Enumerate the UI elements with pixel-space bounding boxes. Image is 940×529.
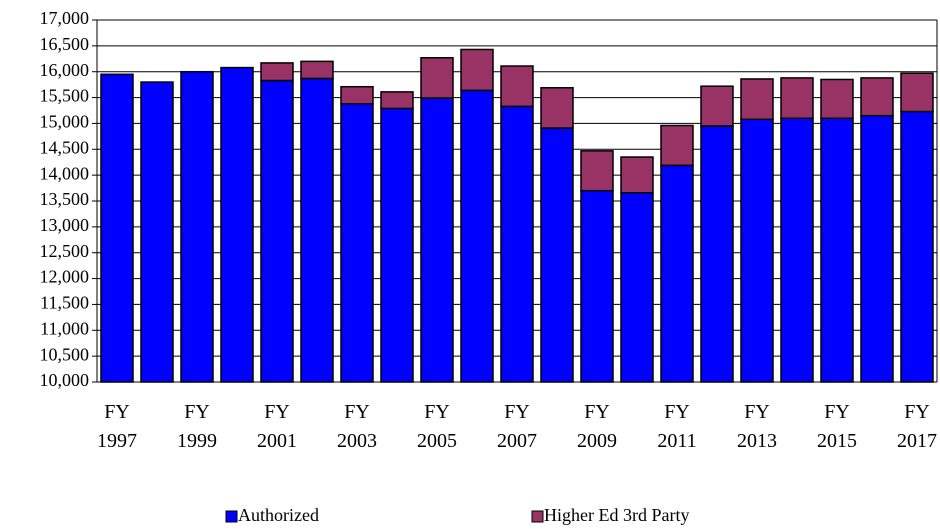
bar-segment <box>780 117 814 383</box>
legend-swatch <box>531 510 544 523</box>
bar-segment <box>700 125 734 383</box>
bar-segment <box>460 89 494 383</box>
x-tick-label: FY 2001 <box>257 401 297 452</box>
y-tick-label: 15,000 <box>40 112 90 132</box>
bar-segment <box>860 77 894 117</box>
y-tick-label: 15,500 <box>40 86 90 106</box>
y-tick-label: 13,000 <box>40 215 90 235</box>
x-tick-label: FY 2015 <box>817 401 857 452</box>
bar-segment <box>380 91 414 110</box>
x-tick-label: FY 2005 <box>417 401 457 452</box>
bar-segment <box>340 85 374 105</box>
bar-segment <box>500 105 534 383</box>
x-tick-label: FY 2009 <box>577 401 617 452</box>
x-tick-label: FY 2013 <box>737 401 777 452</box>
x-tick-label: FY 1997 <box>97 401 137 452</box>
x-tick-label: FY 2003 <box>337 401 377 452</box>
bar-segment <box>180 70 214 383</box>
bar-segment <box>740 118 774 383</box>
y-tick-label: 12,000 <box>40 267 90 287</box>
bar-segment <box>260 79 294 383</box>
bar-segment <box>260 62 294 82</box>
x-tick-label: FY 2011 <box>657 401 697 452</box>
bar-segment <box>700 85 734 127</box>
y-tick-label: 14,000 <box>40 163 90 183</box>
y-tick-label: 10,000 <box>40 370 90 390</box>
bar-segment <box>740 78 774 121</box>
bar-segment <box>300 60 334 80</box>
legend-label: Higher Ed 3rd Party <box>544 505 689 525</box>
y-tick-label: 17,000 <box>40 8 90 28</box>
y-tick-label: 16,500 <box>40 34 90 54</box>
bar-segment <box>460 48 494 92</box>
bar-segment <box>500 65 534 108</box>
x-tick-label: FY 2017 <box>897 401 937 452</box>
bar-segment <box>140 81 174 383</box>
bar-segment <box>780 77 814 120</box>
bar-segment <box>540 86 574 129</box>
bar-segment <box>100 73 134 383</box>
y-tick-label: 11,000 <box>40 318 89 338</box>
bar-segment <box>300 77 334 383</box>
bar-segment <box>620 191 654 383</box>
bar-segment <box>580 189 614 383</box>
y-tick-label: 12,500 <box>40 241 90 261</box>
bar-segment <box>900 72 934 113</box>
bar-segment <box>580 150 614 192</box>
bar-segment <box>340 103 374 383</box>
x-tick-label: FY 1999 <box>177 401 217 452</box>
bar-segment <box>420 97 454 383</box>
bar-segment <box>660 124 694 167</box>
bar-segment <box>380 107 414 383</box>
y-tick-label: 11,500 <box>40 293 89 313</box>
bar-segment <box>620 156 654 194</box>
y-tick-label: 14,500 <box>40 137 90 157</box>
bar-segment <box>820 117 854 383</box>
bar-segment <box>660 164 694 383</box>
bar-segment <box>820 78 854 120</box>
bar-segment <box>540 127 574 383</box>
legend-swatch <box>225 510 238 523</box>
bar-segment <box>860 114 894 383</box>
bar-segment <box>900 110 934 383</box>
bar-segment <box>420 57 454 99</box>
y-tick-label: 13,500 <box>40 189 90 209</box>
x-tick-label: FY 2007 <box>497 401 537 452</box>
y-tick-label: 16,000 <box>40 60 90 80</box>
legend-label: Authorized <box>238 505 319 525</box>
bar-segment <box>220 66 254 383</box>
y-tick-label: 10,500 <box>40 344 90 364</box>
